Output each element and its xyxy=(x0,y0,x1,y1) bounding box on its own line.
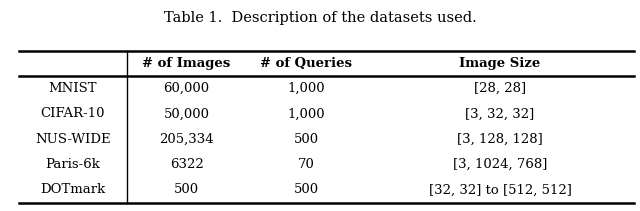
Text: 500: 500 xyxy=(294,133,319,146)
Text: 1,000: 1,000 xyxy=(287,107,325,120)
Text: Image Size: Image Size xyxy=(460,57,541,70)
Text: CIFAR-10: CIFAR-10 xyxy=(41,107,105,120)
Text: MNIST: MNIST xyxy=(49,82,97,95)
Text: 6322: 6322 xyxy=(170,158,204,171)
Text: 50,000: 50,000 xyxy=(164,107,210,120)
Text: NUS-WIDE: NUS-WIDE xyxy=(35,133,111,146)
Text: [3, 32, 32]: [3, 32, 32] xyxy=(465,107,534,120)
Text: 500: 500 xyxy=(174,183,199,196)
Text: [28, 28]: [28, 28] xyxy=(474,82,526,95)
Text: # of Images: # of Images xyxy=(143,57,231,70)
Text: 60,000: 60,000 xyxy=(164,82,210,95)
Text: 500: 500 xyxy=(294,183,319,196)
Text: DOTmark: DOTmark xyxy=(40,183,106,196)
Text: 70: 70 xyxy=(298,158,315,171)
Text: 205,334: 205,334 xyxy=(159,133,214,146)
Text: [32, 32] to [512, 512]: [32, 32] to [512, 512] xyxy=(429,183,572,196)
Text: Paris-6k: Paris-6k xyxy=(45,158,100,171)
Text: [3, 1024, 768]: [3, 1024, 768] xyxy=(452,158,547,171)
Text: [3, 128, 128]: [3, 128, 128] xyxy=(457,133,543,146)
Text: Table 1.  Description of the datasets used.: Table 1. Description of the datasets use… xyxy=(164,11,476,24)
Text: # of Queries: # of Queries xyxy=(260,57,353,70)
Text: 1,000: 1,000 xyxy=(287,82,325,95)
